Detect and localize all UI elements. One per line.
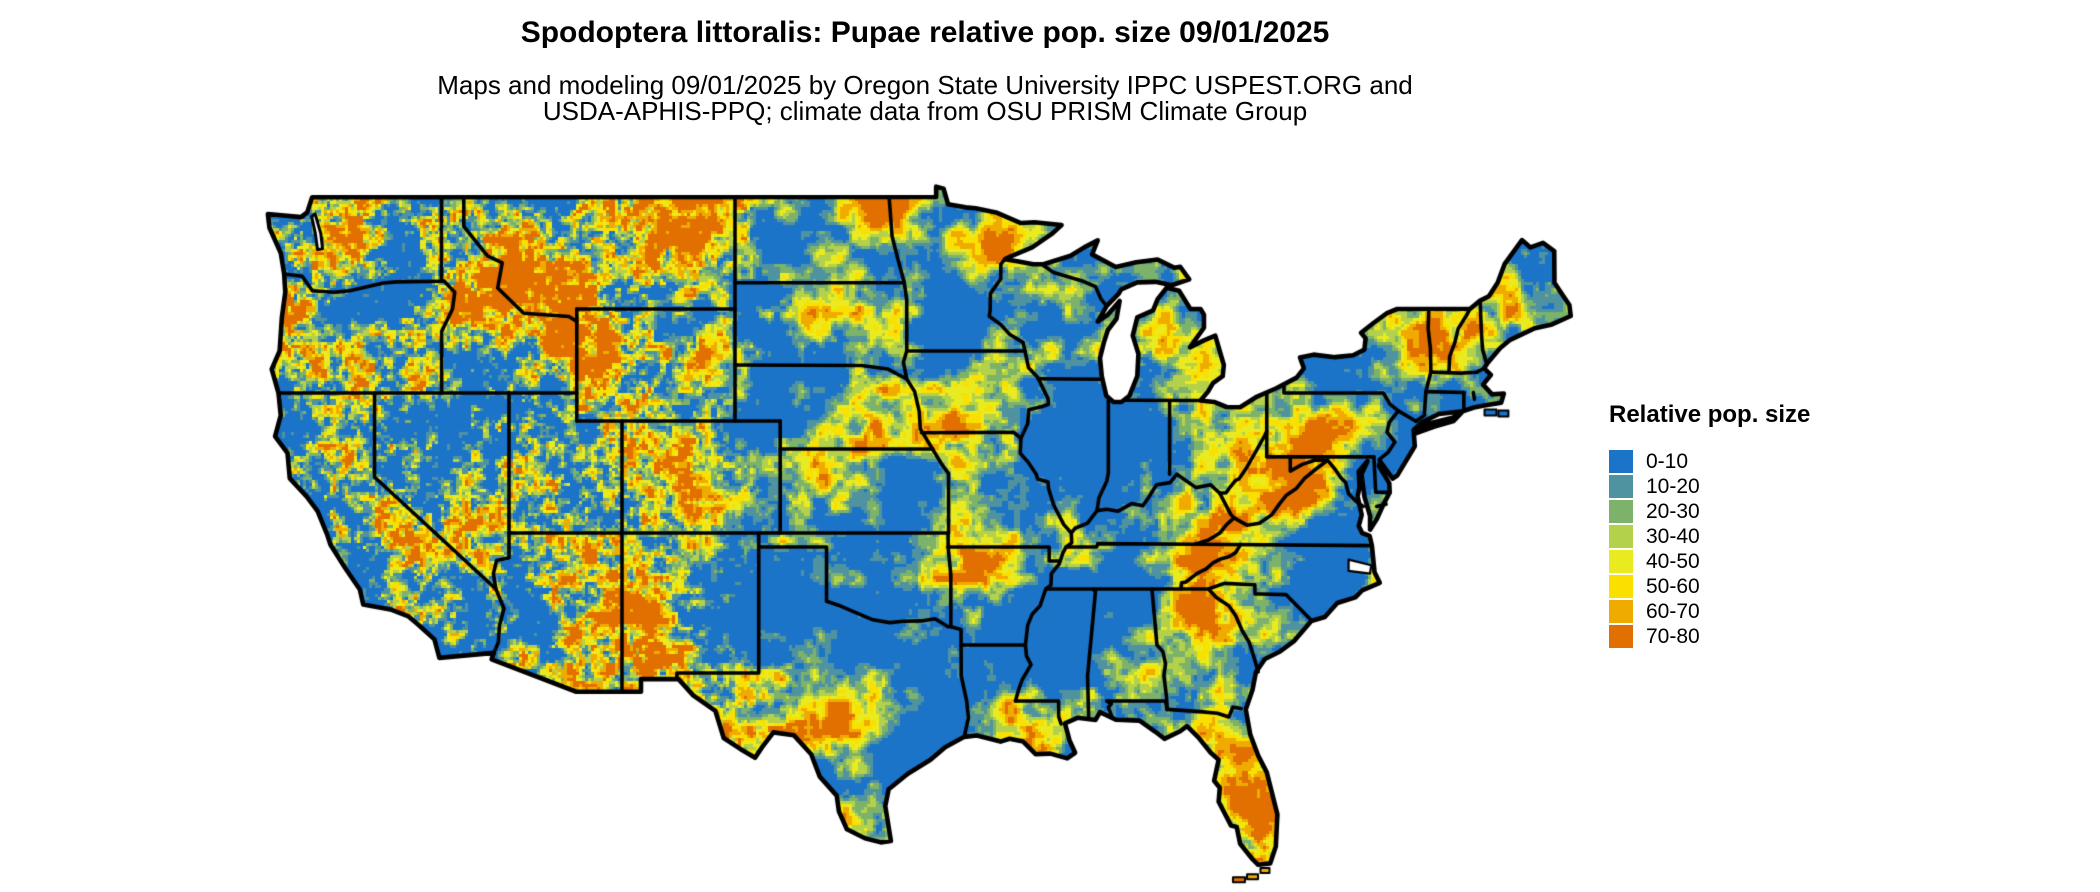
legend-swatch — [1609, 525, 1633, 548]
legend-swatch — [1609, 450, 1633, 473]
legend-item: 10-20 — [1609, 474, 1810, 499]
legend-swatch — [1609, 500, 1633, 523]
legend-label: 30-40 — [1646, 525, 1700, 548]
legend-label: 10-20 — [1646, 475, 1700, 498]
legend-item: 30-40 — [1609, 524, 1810, 549]
legend-label: 60-70 — [1646, 600, 1700, 623]
legend-swatch — [1609, 475, 1633, 498]
legend-items: 0-10 10-20 20-30 30-40 40-50 50-60 60-70 70-80 — [1609, 449, 1810, 649]
legend-item: 0-10 — [1609, 449, 1810, 474]
legend-label: 20-30 — [1646, 500, 1700, 523]
legend-item: 60-70 — [1609, 599, 1810, 624]
legend-swatch — [1609, 550, 1633, 573]
legend-swatch — [1609, 625, 1633, 648]
legend-item: 70-80 — [1609, 624, 1810, 649]
legend: Relative pop. size 0-10 10-20 20-30 30-40 40… — [1609, 401, 1810, 649]
legend-title: Relative pop. size — [1609, 401, 1811, 428]
legend-item: 40-50 — [1609, 549, 1810, 574]
legend-item: 20-30 — [1609, 499, 1810, 524]
legend-label: 70-80 — [1646, 625, 1700, 648]
legend-swatch — [1609, 600, 1633, 623]
legend-label: 40-50 — [1646, 550, 1700, 573]
legend-label: 0-10 — [1646, 450, 1689, 473]
legend-item: 50-60 — [1609, 574, 1810, 599]
legend-swatch — [1609, 575, 1633, 598]
legend-label: 50-60 — [1646, 575, 1700, 598]
